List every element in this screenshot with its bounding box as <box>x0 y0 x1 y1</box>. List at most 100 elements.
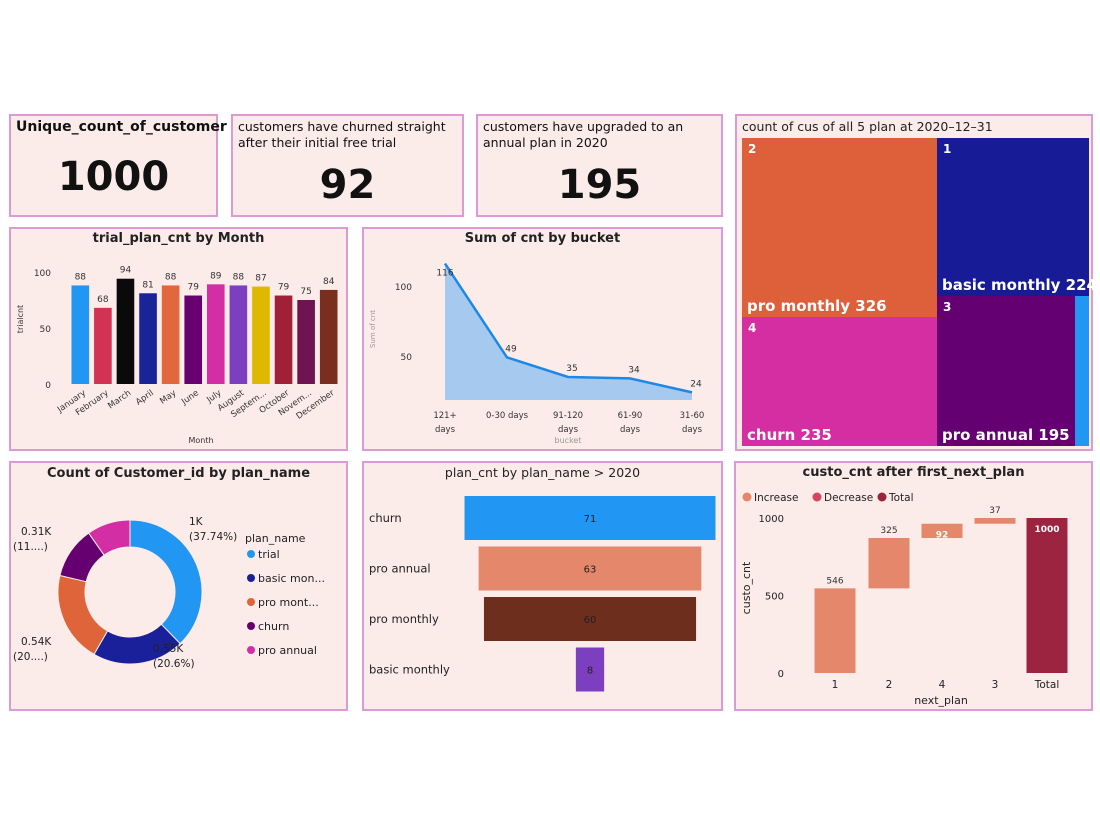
kpi-title: Unique_count_of_customer <box>16 119 227 135</box>
data-label: 60 <box>584 615 597 626</box>
waterfall-bar <box>868 537 910 589</box>
tile-id: 4 <box>748 321 757 335</box>
x-tick-label: days <box>682 425 703 435</box>
plan-donut-chart: 1K (37.74%) 0.55K (20.6%) 0.54K (20....) 0.31K… <box>13 516 325 670</box>
data-label: 35 <box>566 364 577 374</box>
bar <box>139 293 157 384</box>
data-label: 1K <box>189 516 204 528</box>
data-label: 88 <box>165 272 177 282</box>
treemap-tile[interactable]: 2 pro monthly 326 <box>742 138 937 317</box>
chart-title: Count of Customer_id by plan_name <box>46 466 311 481</box>
treemap-panel[interactable]: count of cus of all 5 plan at 2020–12–31… <box>735 114 1097 451</box>
bucket-area-chart-panel[interactable]: Sum of cnt by bucket 50 100 Sum of cnt buck… <box>362 227 723 451</box>
y-tick-label: 50 <box>40 325 52 335</box>
funnel-bar <box>483 597 697 641</box>
y-tick-label: 0 <box>778 669 784 680</box>
category-label: churn <box>369 511 402 525</box>
data-label: (20....) <box>13 651 48 663</box>
funnel-bar <box>575 647 605 692</box>
data-label: 116 <box>436 269 453 279</box>
plan-funnel-chart-panel[interactable]: plan_cnt by plan_name > 2020 71 churn 63 pr… <box>362 461 723 711</box>
treemap-tile[interactable] <box>1075 296 1089 446</box>
y-axis-title: Sum of cnt <box>369 310 377 348</box>
kpi-title: customers have churned straight after th… <box>238 119 446 150</box>
data-label: 37 <box>989 506 1000 516</box>
bar <box>71 285 90 384</box>
legend-item: basic mon... <box>258 572 325 585</box>
legend-marker <box>877 492 887 502</box>
legend-marker <box>742 492 752 502</box>
x-axis-title: bucket <box>555 436 582 445</box>
legend-item: pro mont... <box>258 596 319 609</box>
treemap-tile[interactable]: 3 pro annual 195 <box>937 296 1075 446</box>
treemap-tile[interactable]: 4 churn 235 <box>742 317 937 446</box>
legend-item: Increase <box>754 492 798 504</box>
area-line <box>443 262 693 394</box>
y-tick-label: 500 <box>765 592 784 603</box>
category-label: pro annual <box>369 562 431 576</box>
kpi-card-annual-upgrades: customers have upgraded to an annual pla… <box>476 114 723 217</box>
plan-donut-chart-panel[interactable]: Count of Customer_id by plan_name 1K (37.… <box>9 461 348 711</box>
data-label: 89 <box>210 271 222 281</box>
legend-item: trial <box>258 548 280 561</box>
kpi-value: 92 <box>319 162 376 208</box>
legend-marker <box>247 622 255 630</box>
x-tick-label: April <box>134 388 156 407</box>
legend-item: Total <box>888 492 914 504</box>
legend-marker <box>812 492 822 502</box>
legend-marker <box>247 574 255 582</box>
waterfall-chart-panel[interactable]: custo_cnt after first_next_plan Increase… <box>734 461 1093 711</box>
month-bar-chart: 050100trialcntMonth88January68February94… <box>16 266 338 445</box>
data-label: 24 <box>690 379 702 389</box>
y-tick-label: 100 <box>395 283 412 293</box>
funnel-bar <box>478 546 702 591</box>
treemap-tile[interactable]: 1 basic monthly 224 <box>937 138 1097 296</box>
waterfall-bar <box>1026 518 1068 673</box>
bar <box>184 295 203 384</box>
legend-marker <box>247 646 255 654</box>
bar <box>161 285 180 384</box>
data-label: (11....) <box>13 541 48 553</box>
data-label: 79 <box>278 283 290 293</box>
funnel-bar <box>464 496 716 540</box>
donut-slice <box>129 519 203 645</box>
data-label: 34 <box>628 365 640 375</box>
data-label: 71 <box>584 514 597 525</box>
y-tick-label: 1000 <box>759 514 784 525</box>
waterfall-bar <box>814 588 856 673</box>
treemap-title: count of cus of all 5 plan at 2020–12–31 <box>742 119 993 134</box>
chart-title: plan_cnt by plan_name > 2020 <box>444 465 641 480</box>
month-bar-chart-panel[interactable]: trial_plan_cnt by Month 0 50 100 trialcnt Mo… <box>9 227 348 451</box>
waterfall-bar <box>974 518 1016 524</box>
data-label: 94 <box>120 266 132 276</box>
data-label: (20.6%) <box>153 658 195 670</box>
bar <box>116 278 135 384</box>
data-label: 546 <box>826 576 843 586</box>
bar <box>229 285 248 384</box>
kpi-card-unique-customers: Unique_count_of_customer 1000 <box>9 114 227 217</box>
bucket-area-chart: 50 100 Sum of cnt bucket 116 121+ days 49 0-30 d… <box>369 262 704 445</box>
y-tick-label: 100 <box>34 269 51 279</box>
data-label: 79 <box>187 283 199 293</box>
x-tick-label: 121+ <box>433 411 456 421</box>
tile-label: pro annual 195 <box>942 426 1070 444</box>
bar <box>206 284 225 384</box>
data-label: 325 <box>880 526 897 536</box>
bar <box>252 286 270 384</box>
chart-title: Sum of cnt by bucket <box>464 231 621 246</box>
data-label: 0.54K <box>21 636 52 648</box>
y-axis-title: trialcnt <box>16 305 25 333</box>
x-tick-label: 4 <box>939 679 946 691</box>
legend-item: churn <box>258 620 289 633</box>
data-label: 8 <box>587 666 593 677</box>
data-label: 49 <box>505 344 517 354</box>
tile-label: churn 235 <box>747 426 832 444</box>
y-axis-title: custo_cnt <box>740 561 753 614</box>
x-tick-label: March <box>106 388 133 411</box>
legend-marker <box>247 598 255 606</box>
kpi-value: 195 <box>557 162 642 208</box>
x-tick-label: days <box>620 425 641 435</box>
tile-label: pro monthly 326 <box>747 297 887 315</box>
legend-item: pro annual <box>258 644 317 657</box>
waterfall-bar <box>921 523 963 538</box>
